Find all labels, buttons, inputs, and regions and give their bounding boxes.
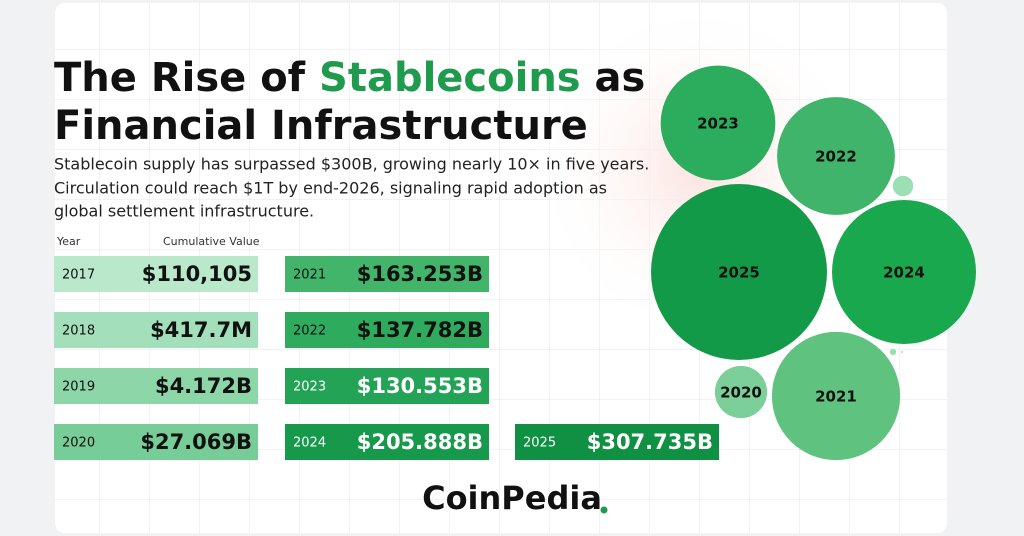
subtitle: global settlement infrastructure. (54, 202, 314, 221)
year-label: 2024 (293, 436, 326, 451)
bubble-label: 2025 (718, 264, 760, 282)
column-header: Year (56, 235, 81, 248)
bubble (660, 65, 776, 181)
year-label: 2020 (62, 436, 95, 451)
value-cell (285, 256, 489, 292)
value-label: $110,105 (142, 262, 252, 286)
bubble (901, 351, 903, 353)
year-label: 2021 (293, 268, 326, 283)
logo: CoinPedia (422, 479, 602, 517)
value-cell (54, 256, 258, 292)
bubble (889, 348, 897, 356)
value-label: $163.253B (357, 262, 483, 286)
year-label: 2022 (293, 324, 326, 339)
bubble-label: 2022 (815, 148, 857, 166)
bubble (771, 331, 901, 461)
year-label: 2025 (523, 436, 556, 451)
value-label: $130.553B (357, 374, 483, 398)
value-label: $137.782B (357, 318, 483, 342)
title-line-1: The Rise of Stablecoins as (54, 55, 645, 101)
value-cell (54, 368, 258, 404)
value-cell (285, 424, 489, 460)
value-cell (285, 368, 489, 404)
value-label: $205.888B (357, 430, 483, 454)
title-line-2: Financial Infrastructure (54, 103, 588, 149)
subtitle: Stablecoin supply has surpassed $300B, g… (54, 155, 649, 174)
bubble (892, 175, 914, 197)
year-label: 2018 (62, 324, 95, 339)
bubble-label: 2024 (883, 264, 925, 282)
year-label: 2017 (62, 268, 95, 283)
value-cell (54, 424, 258, 460)
value-cell (54, 312, 258, 348)
bubble-label: 2021 (815, 388, 857, 406)
logo-dot (600, 506, 608, 514)
bubble (714, 365, 768, 419)
bubble-label: 2020 (720, 384, 762, 402)
subtitle: Circulation could reach $1T by end-2026,… (54, 179, 607, 198)
column-header: Cumulative Value (163, 235, 260, 248)
bubble (832, 200, 976, 344)
value-label: $27.069B (140, 430, 252, 454)
value-label: $307.735B (587, 430, 713, 454)
value-cell (515, 424, 719, 460)
bubble (777, 97, 895, 215)
value-cell (285, 312, 489, 348)
bubble-label: 2023 (697, 115, 739, 133)
value-label: $4.172B (155, 374, 252, 398)
value-label: $417.7M (150, 318, 252, 342)
bubble (651, 184, 827, 360)
year-label: 2019 (62, 380, 95, 395)
year-label: 2023 (293, 380, 326, 395)
